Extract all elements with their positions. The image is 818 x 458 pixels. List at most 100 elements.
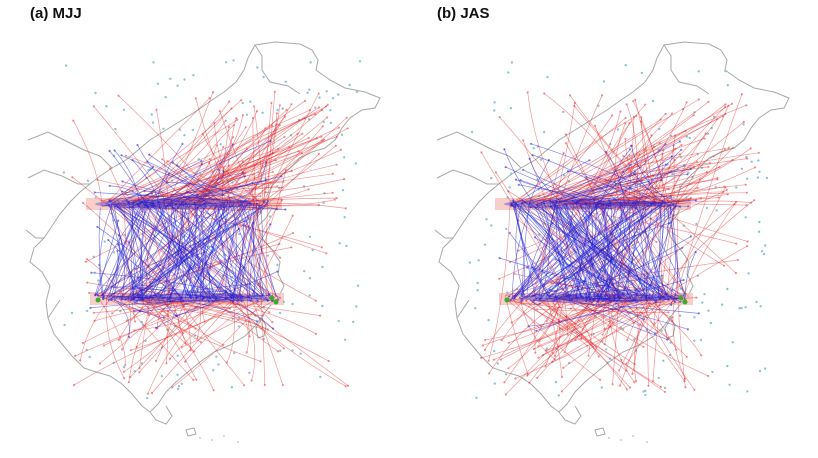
trajectory-arrow — [550, 295, 621, 300]
arrow-head — [534, 351, 537, 354]
arrow-head — [717, 196, 720, 199]
station-marker — [758, 220, 761, 224]
trajectory-arrow — [575, 205, 607, 297]
station-marker — [176, 373, 179, 376]
arrow-head — [288, 145, 291, 148]
station-marker — [355, 90, 359, 94]
arrow-head — [660, 179, 663, 182]
arrow-head — [574, 338, 577, 341]
trajectory-arrow — [133, 181, 284, 201]
arrow-head — [601, 94, 604, 97]
arrow-head — [169, 296, 172, 299]
trajectory-arrow — [147, 204, 323, 248]
arrow-head — [654, 332, 657, 335]
arrow-head — [264, 179, 267, 182]
arrow-head — [621, 296, 624, 299]
trajectory-arrow — [630, 145, 674, 206]
arrow-head — [563, 351, 566, 354]
arrow-head — [135, 345, 138, 349]
arrow-head — [317, 203, 320, 207]
station-marker — [682, 224, 686, 227]
arrow-head — [535, 297, 538, 300]
station-marker — [700, 166, 703, 169]
station-marker — [262, 305, 266, 308]
trajectory-arrow — [676, 147, 734, 202]
trajectory-arrow — [586, 176, 657, 206]
arrow-head — [512, 297, 516, 300]
station-marker — [601, 340, 604, 343]
trajectory-arrow — [530, 143, 677, 202]
arrow-head — [232, 297, 235, 300]
arrow-head — [276, 185, 279, 188]
arrow-head — [166, 160, 169, 163]
station-marker — [505, 291, 509, 294]
trajectory-arrow — [100, 294, 169, 317]
trajectory-arrow — [538, 295, 676, 359]
trajectory-arrow — [221, 126, 230, 205]
arrow-head — [236, 118, 239, 121]
trajectory-arrow — [79, 296, 115, 361]
trajectory-arrow — [122, 181, 233, 202]
arrow-head — [117, 234, 120, 237]
station-marker — [164, 96, 167, 99]
arrow-head — [664, 143, 667, 146]
arrow-head — [245, 147, 248, 150]
station-marker — [765, 176, 769, 180]
station-marker — [536, 178, 539, 181]
station-marker — [545, 347, 548, 350]
arrow-head — [613, 168, 616, 171]
station-marker — [678, 314, 682, 317]
station-marker — [70, 311, 74, 315]
station-marker — [192, 74, 195, 77]
station-marker — [487, 318, 490, 322]
arrow-head — [158, 200, 161, 204]
arrow-head — [227, 164, 231, 167]
station-marker — [554, 380, 558, 384]
trajectory-arrow — [127, 300, 261, 362]
station-marker — [477, 259, 480, 262]
arrow-head — [681, 246, 684, 249]
station-marker — [215, 355, 218, 358]
trajectory-arrow — [515, 203, 525, 295]
arrow-head — [639, 120, 643, 123]
arrow-head — [284, 168, 287, 171]
trajectory-arrow — [607, 156, 673, 206]
arrow-head — [240, 297, 243, 300]
arrow-head — [507, 367, 510, 370]
arrow-head — [120, 348, 124, 351]
trajectory-arrow — [613, 187, 698, 201]
station-marker — [605, 348, 608, 351]
trajectory-arrow — [549, 152, 564, 202]
arrow-head — [659, 385, 662, 388]
arrow-head — [535, 308, 539, 311]
arrow-head — [135, 285, 138, 288]
trajectory-arrow — [162, 163, 203, 202]
station-marker — [331, 97, 335, 100]
arrow-head — [596, 300, 599, 303]
arrow-head — [239, 203, 242, 206]
arrow-head — [551, 360, 554, 364]
station-marker — [308, 294, 311, 297]
trajectory-arrow — [529, 202, 635, 300]
trajectory-arrow — [633, 301, 650, 382]
station-marker — [308, 277, 312, 280]
arrow-head — [242, 171, 245, 174]
station-marker — [307, 118, 311, 121]
trajectory-arrow — [651, 296, 673, 318]
arrow-head — [555, 299, 558, 302]
arrow-head — [500, 339, 503, 342]
station-marker — [675, 198, 678, 201]
station-marker — [255, 211, 258, 215]
arrow-head — [622, 170, 625, 174]
station-marker — [509, 172, 513, 175]
arrow-head — [509, 299, 512, 302]
trajectory-arrow — [129, 137, 318, 208]
arrow-head — [250, 379, 253, 382]
arrow-head — [548, 288, 551, 291]
station-marker — [262, 75, 265, 79]
trajectory-arrow — [561, 297, 668, 340]
station-marker — [122, 366, 126, 369]
trajectory-arrow — [553, 297, 689, 330]
arrow-head — [107, 238, 110, 242]
arrow-head — [225, 361, 229, 364]
